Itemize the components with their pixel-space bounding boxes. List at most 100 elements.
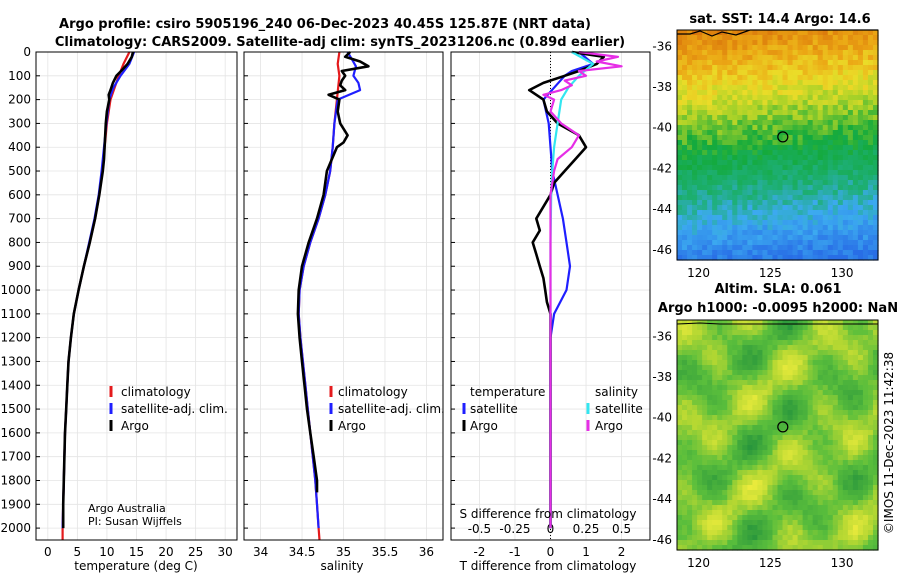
heatmap-cell (712, 155, 718, 161)
heatmap-cell (742, 435, 748, 441)
heatmap-cell (717, 465, 723, 471)
heatmap-cell (727, 440, 733, 446)
heatmap-cell (777, 465, 784, 471)
heatmap-cell (692, 170, 698, 176)
heatmap-cell (792, 225, 799, 231)
heatmap-cell (762, 440, 769, 446)
heatmap-cell (837, 515, 844, 521)
heatmap-cell (747, 375, 753, 381)
sla-map-title-line-1: Altim. SLA: 0.061 (715, 282, 842, 297)
x-tick-label: 36 (419, 545, 434, 559)
heatmap-cell (717, 340, 723, 346)
heatmap-cell (847, 40, 854, 46)
heatmap-cell (767, 375, 774, 381)
heatmap-cell (752, 140, 759, 146)
heatmap-cell (722, 240, 728, 246)
heatmap-cell (692, 250, 698, 256)
heatmap-cell (812, 540, 819, 546)
heatmap-cell (802, 180, 809, 186)
heatmap-cell (772, 30, 779, 36)
heatmap-cell (857, 160, 864, 166)
heatmap-cell (837, 370, 844, 376)
heatmap-cell (827, 410, 834, 416)
heatmap-cell (802, 390, 809, 396)
heatmap-cell (677, 130, 683, 136)
heatmap-cell (832, 460, 839, 466)
heatmap-cell (812, 365, 819, 371)
heatmap-cell (717, 435, 723, 441)
heatmap-cell (747, 145, 753, 151)
heatmap-cell (777, 110, 784, 116)
heatmap-cell (812, 345, 819, 351)
heatmap-cell (872, 235, 879, 241)
heatmap-cell (782, 360, 789, 366)
heatmap-cell (852, 90, 859, 96)
heatmap-cell (772, 340, 779, 346)
heatmap-cell (727, 115, 733, 121)
heatmap-cell (817, 125, 824, 131)
heatmap-cell (767, 475, 774, 481)
heatmap-cell (687, 195, 693, 201)
heatmap-cell (692, 220, 698, 226)
heatmap-cell (862, 345, 869, 351)
heatmap-cell (807, 330, 814, 336)
heatmap-cell (812, 165, 819, 171)
heatmap-cell (767, 65, 774, 71)
heatmap-cell (787, 490, 794, 496)
heatmap-cell (822, 105, 829, 111)
heatmap-cell (677, 50, 683, 56)
heatmap-cell (842, 165, 849, 171)
heatmap-cell (867, 50, 874, 56)
heatmap-cell (842, 130, 849, 136)
heatmap-cell (752, 435, 759, 441)
heatmap-cell (847, 235, 854, 241)
heatmap-cell (717, 410, 723, 416)
heatmap-cell (762, 320, 769, 326)
heatmap-cell (822, 185, 829, 191)
title-line-2: Climatology: CARS2009. Satellite-adj cli… (55, 35, 625, 50)
heatmap-cell (687, 320, 693, 326)
heatmap-cell (842, 480, 849, 486)
heatmap-cell (722, 460, 728, 466)
heatmap-cell (787, 220, 794, 226)
heatmap-cell (682, 525, 688, 531)
heatmap-cell (682, 350, 688, 356)
heatmap-cell (867, 180, 874, 186)
heatmap-cell (787, 240, 794, 246)
heatmap-cell (702, 340, 708, 346)
heatmap-cell (742, 135, 748, 141)
heatmap-cell (867, 465, 874, 471)
heatmap-cell (727, 235, 733, 241)
heatmap-cell (832, 50, 839, 56)
heatmap-cell (827, 35, 834, 41)
heatmap-cell (872, 540, 879, 546)
heatmap-cell (747, 370, 753, 376)
heatmap-cell (812, 450, 819, 456)
heatmap-cell (717, 485, 723, 491)
heatmap-cell (692, 525, 698, 531)
heatmap-cell (792, 145, 799, 151)
heatmap-cell (702, 210, 708, 216)
heatmap-cell (682, 200, 688, 206)
heatmap-cell (837, 140, 844, 146)
heatmap-cell (742, 335, 748, 341)
latitude-tick-label: -40 (652, 411, 672, 425)
heatmap-cell (817, 375, 824, 381)
heatmap-cell (752, 455, 759, 461)
heatmap-cell (752, 95, 759, 101)
heatmap-cell (707, 435, 713, 441)
heatmap-cell (862, 170, 869, 176)
heatmap-cell (852, 400, 859, 406)
heatmap-cell (757, 445, 764, 451)
heatmap-cell (812, 460, 819, 466)
heatmap-cell (842, 140, 849, 146)
heatmap-cell (737, 190, 743, 196)
heatmap-cell (832, 380, 839, 386)
heatmap-cell (787, 120, 794, 126)
heatmap-cell (802, 210, 809, 216)
heatmap-cell (762, 350, 769, 356)
heatmap-cell (832, 390, 839, 396)
heatmap-cell (822, 140, 829, 146)
heatmap-cell (792, 320, 799, 326)
heatmap-cell (802, 250, 809, 256)
